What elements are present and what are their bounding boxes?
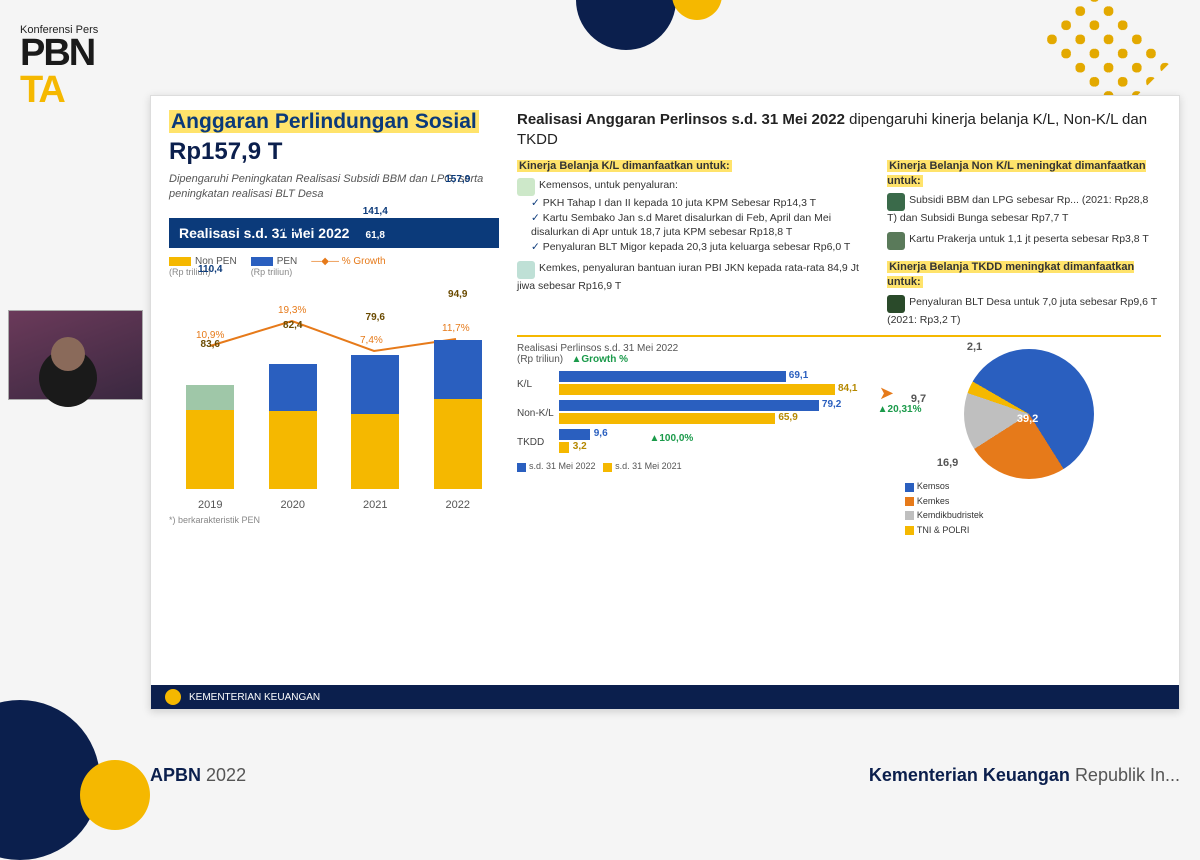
lower-charts: Realisasi Perlinsos s.d. 31 Mei 2022 (Rp… [517,335,1161,537]
decor-circle-yellow-top [672,0,722,20]
legend-growth: % Growth [342,256,386,267]
hbar-legend: s.d. 31 Mei 2022 s.d. 31 Mei 2021 [517,461,887,471]
footer-country: Republik In... [1075,765,1180,785]
hbar-title: Realisasi Perlinsos s.d. 31 Mei 2022 (Rp… [517,343,887,365]
box2-l1: Subsidi BBM dan LPG sebesar Rp... (2021:… [887,194,1148,224]
box1-kemkes: Kemkes, penyaluran bantuan iuran PBI JKN… [517,262,859,292]
plant-icon [517,178,535,196]
health-icon [517,261,535,279]
fuel-icon [887,193,905,211]
chart-footnote: *) berkarakteristik PEN [169,515,499,525]
hbar-rows: K/L69,184,1Non-K/L79,265,9▲20,31%TKDD9,6… [517,371,887,455]
box-nonkl-tkdd: Kinerja Belanja Non K/L meningkat dimanf… [887,159,1161,328]
headline-bold: Realisasi Anggaran Perlinsos s.d. 31 Mei… [517,111,849,128]
box2-title: Kinerja Belanja Non K/L meningkat dimanf… [887,160,1146,187]
crest-icon [165,689,181,705]
arrow-icon: ➤ [879,383,894,404]
box3-title: Kinerja Belanja TKDD meningkat dimanfaat… [887,261,1134,288]
box1-lead: Kemensos, untuk penyaluran: [539,179,678,191]
speaker-video-thumb [8,310,143,400]
footer-org: Kementerian Keuangan [869,765,1070,785]
footer-year: 2022 [206,765,246,785]
left-title: Anggaran Perlindungan Sosial [169,110,499,134]
box1-title: Kinerja Belanja K/L dimanfaatkan untuk: [517,160,732,172]
logo-line1: PBN [20,35,98,71]
bars-container: 110,426,8*83,6131,749,382,4141,461,879,6… [169,319,499,489]
pie-chart: ➤ KemsosKemkesKemdikbudristekTNI & POLRI… [897,343,1161,537]
footer-apbn: APBN [150,765,201,785]
footer-ministry: KEMENTERIAN KEUANGAN [189,692,320,703]
slide-footer-bar: KEMENTERIAN KEUANGAN [151,685,1179,709]
hbar-chart: Realisasi Perlinsos s.d. 31 Mei 2022 (Rp… [517,343,887,537]
stacked-bar-chart: 110,426,8*83,6131,749,382,4141,461,879,6… [169,281,499,511]
box2-l2: Kartu Prakerja untuk 1,1 jt peserta sebe… [909,233,1149,245]
left-column: Anggaran Perlindungan Sosial Rp157,9 T D… [169,110,499,709]
headline-amount: Rp157,9 T [169,138,499,166]
page-footer: APBN 2022 Kementerian Keuangan Republik … [150,765,1180,786]
info-columns: Kinerja Belanja K/L dimanfaatkan untuk: … [517,159,1161,328]
logo-block: Konferensi Pers PBN TA [20,25,98,108]
right-column: Realisasi Anggaran Perlinsos s.d. 31 Mei… [517,110,1161,709]
left-title-text: Anggaran Perlindungan Sosial [169,110,479,133]
x-axis-labels: 2019202020212022 [169,499,499,511]
logo-line2: TA [20,72,98,108]
box1-list: PKH Tahap I dan II kepada 10 juta KPM Se… [517,196,873,255]
village-icon [887,295,905,313]
right-headline: Realisasi Anggaran Perlinsos s.d. 31 Mei… [517,110,1161,151]
bar-chart-title: Realisasi s.d. 31 Mei 2022 [169,218,499,248]
card-icon [887,232,905,250]
box-kl: Kinerja Belanja K/L dimanfaatkan untuk: … [517,159,873,328]
decor-circle-navy [576,0,676,50]
decor-circle-yellow [80,760,150,830]
box3-l1: Penyaluran BLT Desa untuk 7,0 juta sebes… [887,296,1157,326]
pie-legend: KemsosKemkesKemdikbudristekTNI & POLRI [905,479,1161,537]
presentation-slide: Anggaran Perlindungan Sosial Rp157,9 T D… [150,95,1180,710]
